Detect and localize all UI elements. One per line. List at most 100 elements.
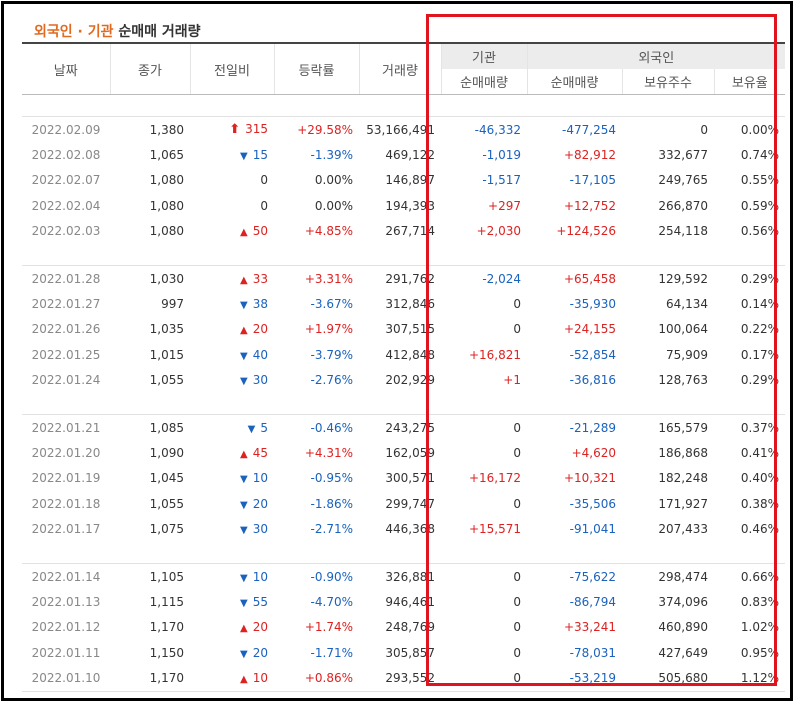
cell-inst-net: +16,172 [468,471,521,486]
table-row: 2022.01.28 1,030 ▲ 33 +3.31% 291,762 -2,024 +65… [22,265,785,291]
cell-volume: 248,769 [385,620,435,635]
cell-foreign-net: -91,041 [569,522,616,537]
cell-foreign-hold: 75,909 [666,347,708,362]
cell-foreign-hold: 165,579 [658,420,708,435]
cell-diff: 0 [190,193,274,218]
header-foreign-net: 순매매량 [526,69,622,95]
cell-close: 1,055 [149,496,184,511]
cell-close: 1,055 [149,373,184,388]
cell-close: 1,085 [149,420,184,435]
arrow-up-icon: ▲ [240,448,248,460]
cell-close: 1,075 [149,522,184,537]
cell-diff: ▼ 30 [190,368,274,393]
cell-diff: ▲ 20 [190,615,274,640]
table-row: 2022.01.20 1,090 ▲ 45 +4.31% 162,059 0 +4,620 18… [22,440,785,465]
cell-date: 2022.02.08 [31,148,101,163]
diff-value: 20 [252,645,268,660]
cell-inst-net: 0 [513,645,521,660]
table-row: 2022.01.17 1,075 ▼ 30 -2.71% 446,368 +15,571 -9… [22,516,785,541]
table-row: 2022.01.12 1,170 ▲ 20 +1.74% 248,769 0 +33,241 4… [22,615,785,640]
cell-date: 2022.01.24 [31,373,101,388]
cell-volume: 469,122 [385,148,435,163]
cell-foreign-hold: 182,248 [658,471,708,486]
cell-rate: -0.95% [310,471,353,486]
cell-diff: ▲ 33 [190,265,274,291]
cell-rate: 0.00% [314,173,353,188]
cell-rate: +4.85% [304,224,353,239]
cell-foreign-net: -53,219 [527,665,622,692]
table-row: 2022.01.21 1,085 ▼ 5 -0.46% 243,275 0 -21,289 16… [22,414,785,440]
cell-foreign-hold: 427,649 [658,645,708,660]
cell-diff: ▲ 50 [190,219,274,244]
cell-volume: 267,714 [385,224,435,239]
section-title: 외국인 · 기관 순매매 거래량 [34,21,201,41]
header-close: 종가 [109,42,190,95]
cell-volume: 243,275 [385,420,435,435]
cell-inst-net: -46,332 [474,122,521,137]
cell-diff: ▼ 10 [190,563,274,589]
table-row: 2022.02.09 1,380 ⬆ 315 +29.58% 53,166,491 -46,… [22,117,785,143]
header-foreign-hold: 보유주수 [621,69,714,95]
cell-inst-net: +297 [488,198,521,213]
cell-foreign-rate: 0.74% [740,148,780,163]
cell-foreign-net: +82,912 [563,148,616,163]
cell-foreign-rate: 0.46% [740,522,780,537]
header-date: 날짜 [22,42,110,95]
cell-rate: 0.00% [314,198,353,213]
header-diff: 전일비 [189,42,274,95]
cell-diff: ▼ 5 [190,414,274,440]
cell-foreign-net: +10,321 [563,471,616,486]
cell-diff: ▼ 10 [190,466,274,491]
cell-diff: ▲ 20 [190,317,274,342]
arrow-down-icon: ▼ [240,648,248,660]
cell-close: 1,380 [149,122,184,137]
cell-inst-net: 0 [513,445,521,460]
cell-date: 2022.02.09 [31,122,101,137]
group-spacer [22,392,786,415]
arrow-down-icon: ▼ [240,499,248,511]
cell-date: 2022.01.13 [31,594,101,609]
cell-foreign-net: +33,241 [563,620,616,635]
cell-rate: +1.74% [304,620,353,635]
cell-volume: 305,857 [385,645,435,660]
diff-value: 10 [252,471,268,486]
title-highlight: 외국인 · 기관 [34,24,114,40]
cell-foreign-hold: 374,096 [658,594,708,609]
header-foreign-rate: 보유율 [713,69,786,95]
cell-close: 997 [161,297,184,312]
cell-rate: +0.86% [274,665,359,692]
table-row: 2022.01.26 1,035 ▲ 20 +1.97% 307,515 0 +24,155 1… [22,317,785,342]
table-row: 2022.01.10 1,170 ▲ 10 +0.86% 293,552 0 -53,219 5… [22,665,786,692]
cell-foreign-net: -86,794 [569,594,616,609]
cell-date: 2022.01.10 [22,665,110,692]
cell-inst-net: 0 [513,620,521,635]
cell-date: 2022.01.20 [31,445,101,460]
diff-value: 33 [252,271,268,286]
cell-foreign-hold: 298,474 [658,569,708,584]
cell-foreign-net: -17,105 [569,173,616,188]
arrow-down-icon: ▼ [240,151,248,163]
cell-foreign-rate: 0.66% [740,569,780,584]
diff-value: 55 [252,594,268,609]
cell-inst-net: +1 [503,373,521,388]
table-row: 2022.01.18 1,055 ▼ 20 -1.86% 299,747 0 -35,506 1… [22,491,785,516]
diff-value: 20 [252,322,268,337]
cell-inst-net: -1,019 [482,148,521,163]
cell-diff: ▲ 10 [190,665,274,692]
table-row: 2022.01.19 1,045 ▼ 10 -0.95% 300,571 +16,172 +1… [22,466,785,491]
cell-foreign-rate: 0.29% [740,373,780,388]
diff-value: 20 [252,496,268,511]
diff-value: 40 [252,347,268,362]
cell-rate: -0.46% [310,420,353,435]
cell-close: 1,015 [149,347,184,362]
cell-diff: ▲ 45 [190,440,274,465]
cell-inst-net: 0 [513,569,521,584]
cell-inst-net: +15,571 [468,522,521,537]
cell-close: 1,170 [110,665,190,692]
table-row: 2022.01.13 1,115 ▼ 55 -4.70% 946,461 0 -86,794 3… [22,589,785,614]
cell-foreign-rate: 0.55% [740,173,780,188]
screenshot-frame: 외국인 · 기관 순매매 거래량 [1,1,793,701]
cell-date: 2022.02.04 [31,198,101,213]
cell-inst-net: -2,024 [482,271,521,286]
cell-foreign-hold: 129,592 [658,271,708,286]
